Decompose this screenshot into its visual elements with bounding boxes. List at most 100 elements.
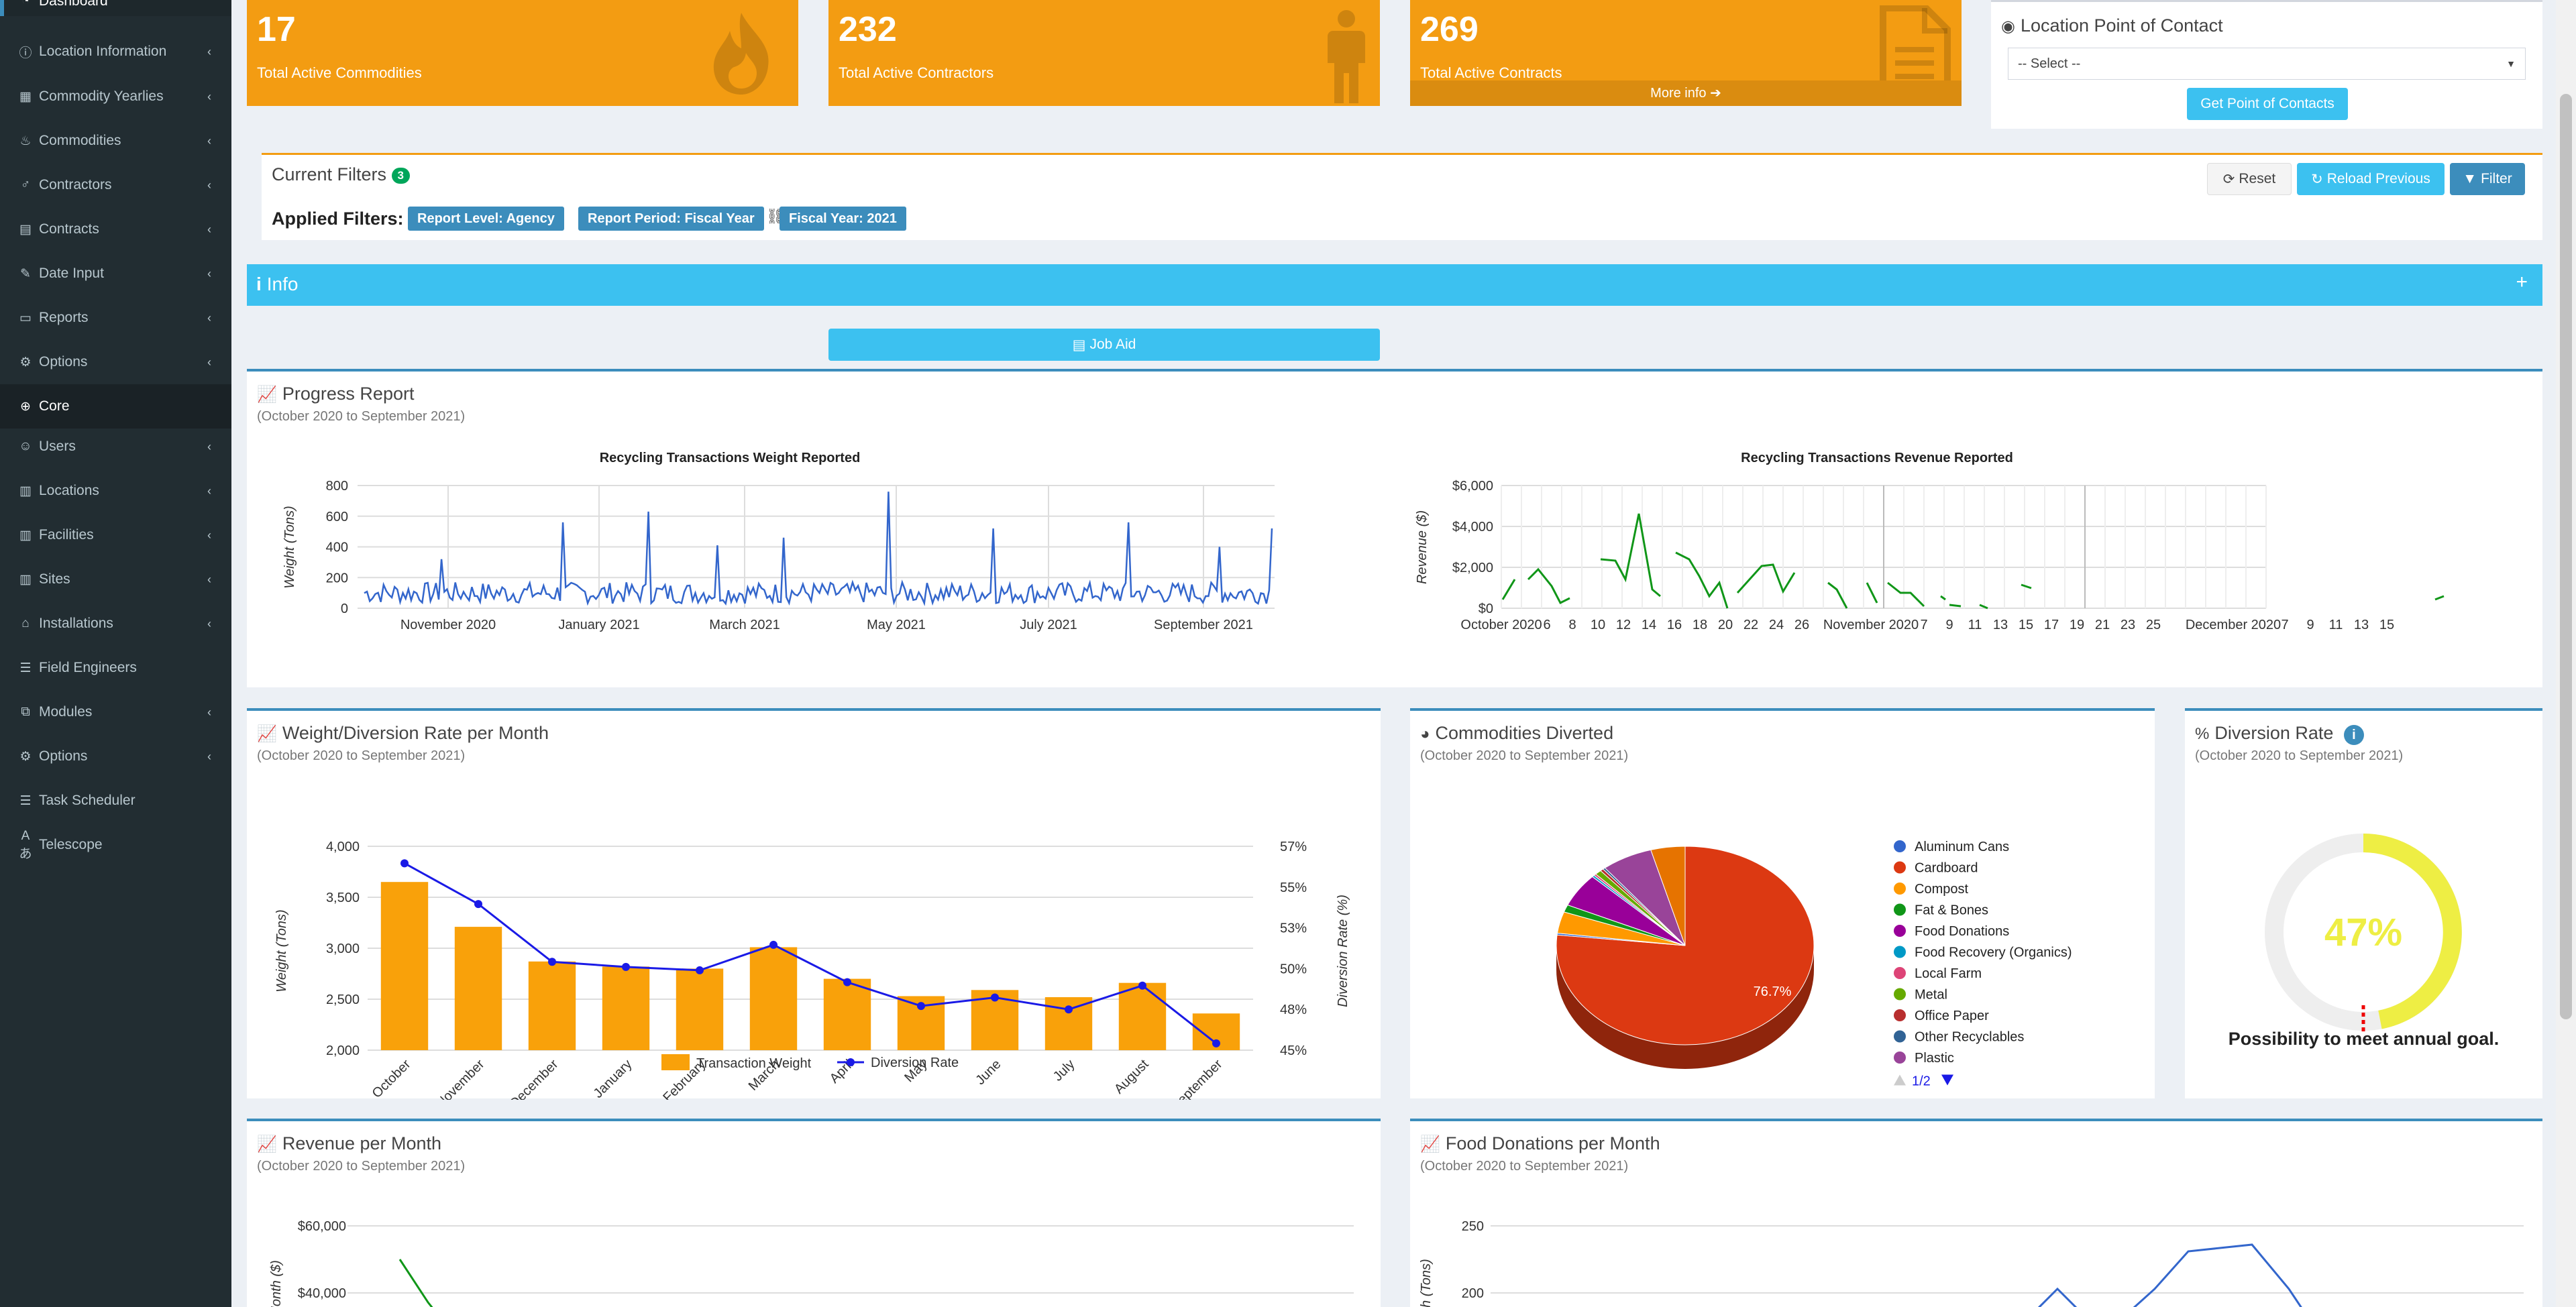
diversion-rate-point[interactable] [917,1002,925,1011]
edit-icon: ✎ [20,266,31,281]
sidebar-item-modules[interactable]: ⧉ Modules ‹ [0,690,231,734]
sidebar-item-telescope[interactable]: Aあ Telescope [0,823,231,867]
y-tick-label: 200 [326,571,348,585]
sidebar-item-task-scheduler[interactable]: ☰ Task Scheduler [0,779,231,823]
stat-label: Total Active Commodities [257,64,422,81]
sidebar-item-users[interactable]: ☺ Users ‹ [0,424,231,469]
panel-subtitle: (October 2020 to September 2021) [257,1159,466,1174]
sidebar-item-label: Options [39,354,88,370]
y-axis-label: nth (Tons) [1419,1259,1434,1307]
stat-box-contracts[interactable]: 269 Total Active Contracts More info ➔ [1410,0,1962,106]
x-tick-label: March 2021 [709,618,780,632]
diversion-rate-point[interactable] [474,900,482,909]
legend-next-icon[interactable] [1941,1074,1953,1086]
diversion-rate-point[interactable] [696,966,704,974]
y2-tick-label: 48% [1280,1003,1307,1017]
pie-data-label: 76.7% [1754,984,1792,999]
diversion-rate-point[interactable] [843,978,851,986]
sidebar-item-dashboard[interactable]: ◔ Dashboard [0,0,231,16]
sidebar-item-locations[interactable]: ▥ Locations ‹ [0,469,231,513]
sidebar-item-sites[interactable]: ▥ Sites ‹ [0,557,231,602]
diversion-rate-point[interactable] [1138,981,1146,990]
percent-icon: % [2195,725,2210,743]
rotate-icon: ↻ [2311,171,2323,187]
scrollbar-track[interactable] [2556,0,2576,1307]
y-tick-label: 2,500 [326,992,360,1007]
sidebar-item-commodity-yearlies[interactable]: ▦ Commodity Yearlies ‹ [0,74,231,119]
sidebar-item-installations[interactable]: ⌂ Installations ‹ [0,602,231,646]
bar-transaction-weight[interactable] [749,947,798,1050]
diversion-rate-point[interactable] [400,859,409,868]
chevron-left-icon: ‹ [207,616,211,630]
sidebar-item-date-input[interactable]: ✎ Date Input ‹ [0,251,231,296]
sidebar-item-facilities[interactable]: ▥ Facilities ‹ [0,513,231,557]
bar-transaction-weight[interactable] [1118,982,1167,1050]
stat-box-commodities[interactable]: 17 Total Active Commodities [247,0,798,106]
dashboard-icon: ◔ [21,0,30,8]
bar-transaction-weight[interactable] [676,968,724,1050]
fire-icon [704,9,778,106]
info-bar[interactable]: i Info + [247,264,2542,306]
stat-box-contractors[interactable]: 232 Total Active Contractors [828,0,1380,106]
revenue-series-line [1501,579,1516,600]
job-aid-button[interactable]: ▤ Job Aid [828,329,1380,361]
revenue-chart-title: Recycling Transactions Revenue Reported [1741,451,2013,465]
sidebar-item-contracts[interactable]: ▤ Contracts ‹ [0,207,231,251]
diversion-rate-point[interactable] [991,993,999,1002]
bar-transaction-weight[interactable] [454,927,502,1050]
info-circle-icon[interactable]: i [2343,725,2364,745]
y-tick-label: 200 [1462,1286,1484,1301]
panel-title: Revenue per Month [282,1133,442,1153]
reload-previous-button[interactable]: ↻ Reload Previous [2297,163,2445,195]
filter-tag[interactable]: Fiscal Year: 2021 [780,207,906,231]
diversion-rate-point[interactable] [1212,1039,1220,1047]
contact-select[interactable]: -- Select -- ▼ [2008,48,2526,80]
sidebar-item-reports[interactable]: ▭ Reports ‹ [0,296,231,340]
sidebar-item-label: Telescope [39,837,103,852]
sidebar-item-contractors[interactable]: ♂ Contractors ‹ [0,163,231,207]
sidebar-item-label: Task Scheduler [39,793,136,808]
legend-dot [1894,925,1906,937]
sidebar-item-options[interactable]: ⚙ Options ‹ [0,340,231,384]
x-tick-label: October [370,1057,414,1100]
sidebar-item-label: Contracts [39,221,99,237]
expand-icon[interactable]: + [2516,271,2528,293]
diversion-rate-point[interactable] [769,940,777,949]
diversion-rate-point[interactable] [622,962,630,971]
x-tick-label: July [1051,1057,1078,1084]
x-tick-label: July 2021 [1020,618,1077,632]
sidebar-item-core[interactable]: ⊕ Core [0,384,231,429]
sidebar-item-location-information[interactable]: ⓘ Location Information ‹ [0,30,231,74]
pie-slice[interactable] [1556,846,1815,1045]
y-tick-label: $4,000 [1452,520,1493,534]
chevron-left-icon: ‹ [207,439,211,453]
bar-transaction-weight[interactable] [602,966,650,1050]
bar-transaction-weight[interactable] [823,978,871,1050]
filter-tag[interactable]: Report Level: Agency [408,207,564,231]
pie-slice[interactable] [1650,846,1686,946]
legend-label: Cardboard [1915,861,1978,876]
legend-label: Other Recyclables [1915,1030,2024,1045]
scrollbar-thumb[interactable] [2560,94,2572,1019]
more-info-link[interactable]: More info ➔ [1410,80,1962,106]
bar-transaction-weight[interactable] [528,961,576,1050]
reset-button[interactable]: ⟳ Reset [2207,163,2292,195]
revenue-series-line [1527,567,1570,605]
y-axis-label: Revenue ($) [1415,510,1430,584]
legend-label: Food Recovery (Organics) [1915,946,2072,960]
get-contacts-button[interactable]: Get Point of Contacts [2187,88,2348,120]
legend-label: Local Farm [1915,966,1982,981]
diversion-rate-point[interactable] [1065,1005,1073,1014]
panel-title: Diversion Rate [2214,723,2334,743]
filter-tag[interactable]: Report Period: Fiscal Year [578,207,764,231]
cogs-icon: ⚙ [19,749,32,764]
filter-button[interactable]: ▼ Filter [2450,163,2525,195]
legend-dot [1894,840,1906,852]
sidebar-item-field-engineers[interactable]: ☰ Field Engineers [0,646,231,690]
diversion-rate-point[interactable] [548,958,556,966]
sidebar-item-options[interactable]: ⚙ Options ‹ [0,734,231,779]
bar-transaction-weight[interactable] [380,882,429,1050]
legend-prev-icon[interactable] [1894,1074,1906,1086]
y2-tick-label: 45% [1280,1043,1307,1058]
sidebar-item-commodities[interactable]: ♨ Commodities ‹ [0,119,231,163]
